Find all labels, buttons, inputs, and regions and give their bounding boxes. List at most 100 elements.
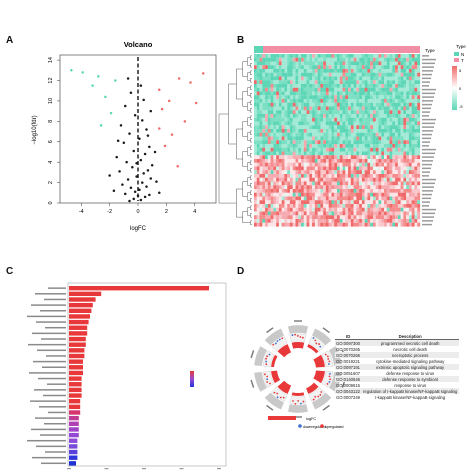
heatmap-cell (262, 196, 266, 201)
heatmap-cell (400, 136, 404, 141)
heatmap-cell (306, 185, 310, 190)
heatmap-cell (337, 65, 340, 70)
heatmap-cell (265, 125, 268, 130)
heatmap-cell (339, 151, 343, 156)
heatmap-cell (309, 72, 313, 77)
gene-dot (302, 400, 305, 403)
heatmap-cell (364, 189, 368, 193)
heatmap-cell (375, 200, 379, 205)
heatmap-cell (370, 117, 374, 122)
heatmap-cell (364, 166, 368, 171)
heatmap-cell (356, 204, 360, 208)
heatmap-cell (270, 136, 274, 141)
heatmap-cell (292, 117, 296, 122)
heatmap-cell (303, 166, 307, 171)
heatmap-cell (256, 80, 260, 85)
heatmap-cell (331, 61, 335, 66)
heatmap-cell (278, 114, 282, 118)
heatmap-cell (384, 136, 387, 141)
heatmap-cell (403, 159, 407, 163)
heatmap-cell (323, 189, 327, 193)
heatmap-cell (397, 99, 401, 103)
zscore-bar (277, 344, 292, 358)
heatmap-cell (353, 65, 357, 70)
heatmap-cell (328, 121, 332, 126)
heatmap-cell (259, 177, 263, 182)
panel-label-a: A (6, 35, 14, 46)
heatmap-cell (254, 129, 257, 133)
heatmap-cell (289, 222, 293, 227)
heatmap-cell (414, 189, 418, 193)
heatmap-cells (254, 54, 421, 227)
heatmap-cell (372, 102, 376, 107)
dendrogram-branch (242, 181, 248, 197)
heatmap-cell (350, 54, 354, 58)
heatmap-cell (342, 166, 346, 171)
heatmap-cell (353, 54, 357, 58)
heatmap-cell (301, 177, 304, 182)
heatmap-cell (325, 185, 329, 190)
heatmap-cell (334, 155, 338, 160)
heatmap-cell (378, 91, 382, 96)
heatmap-cell (361, 54, 365, 58)
heatmap-cell (361, 177, 365, 182)
heatmap-cell (265, 155, 268, 160)
go-bar (69, 365, 83, 370)
heatmap-cell (372, 80, 376, 85)
go-bar-x-tick (217, 468, 221, 470)
heatmap-cell (353, 174, 357, 178)
heatmap-cell (265, 144, 268, 148)
heatmap-cell (370, 72, 374, 77)
heatmap-cell (262, 207, 266, 212)
heatmap-cell (370, 114, 374, 118)
heatmap-cell (306, 69, 310, 73)
heatmap-row-label (422, 145, 429, 147)
heatmap-cell (295, 181, 299, 186)
heatmap-row-label (422, 88, 436, 91)
heatmap-cell (348, 72, 351, 77)
heatmap-cell (320, 215, 324, 220)
heatmap-cell (337, 117, 340, 122)
heatmap-cell (395, 76, 398, 81)
heatmap-cell (397, 207, 401, 212)
heatmap-cell (375, 140, 379, 145)
heatmap-cell (298, 87, 302, 92)
heatmap-cell (403, 87, 407, 92)
heatmap-cell (254, 155, 257, 160)
heatmap-cell (323, 219, 327, 223)
heatmap-cell (312, 99, 315, 103)
heatmap-cell (281, 57, 285, 62)
heatmap-cell (301, 117, 304, 122)
heatmap-cell (361, 144, 365, 148)
volcano-point (163, 144, 167, 148)
heatmap-cell (411, 170, 415, 175)
heatmap-cell (284, 196, 288, 201)
heatmap-cell (317, 222, 321, 227)
heatmap-cell (378, 185, 382, 190)
heatmap-cell (353, 76, 357, 81)
heatmap-cell (364, 69, 368, 73)
heatmap-cell (317, 84, 321, 88)
heatmap-cell (265, 91, 268, 96)
heatmap-cell (356, 65, 360, 70)
heatmap-cell (281, 159, 285, 163)
heatmap-cell (323, 204, 327, 208)
heatmap-cell (411, 166, 415, 171)
heatmap-cell (375, 211, 379, 216)
heatmap-cell (312, 215, 315, 220)
heatmap-cell (259, 162, 263, 167)
heatmap-cell (331, 72, 335, 77)
heatmap-cell (353, 147, 357, 152)
heatmap-cell (298, 91, 302, 96)
heatmap-cell (400, 204, 404, 208)
heatmap-cell (312, 132, 315, 137)
go-segment-label (250, 350, 255, 359)
heatmap-cell (348, 110, 351, 115)
heatmap-cell (314, 76, 318, 81)
heatmap-cell (314, 129, 318, 133)
heatmap-cell (314, 54, 318, 58)
heatmap-cell (395, 151, 398, 156)
heatmap-cell (312, 185, 315, 190)
heatmap-cell (265, 174, 268, 178)
heatmap-cell (408, 151, 412, 156)
